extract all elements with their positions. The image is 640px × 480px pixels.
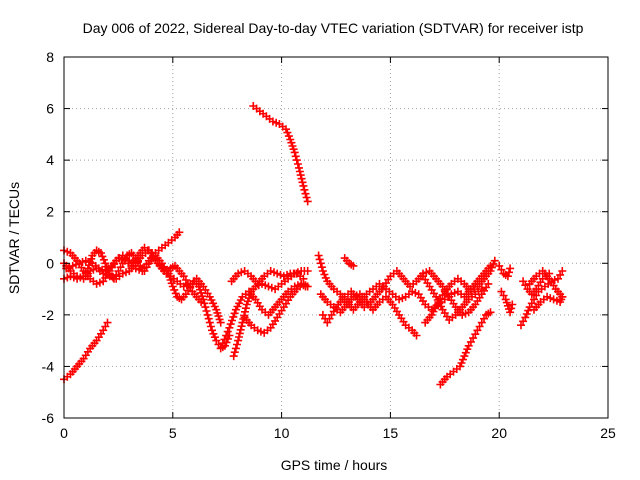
axis-ticks: 0 5 10 15 20 25 -6 -4 -2 0 2 4 6 8 [42, 49, 616, 441]
series-arc-18 [495, 261, 515, 281]
x-tick-label: 25 [600, 425, 616, 441]
chart-title: Day 006 of 2022, Sidereal Day-to-day VTE… [83, 20, 584, 36]
y-tick-label: -2 [42, 307, 55, 323]
series-arc-06 [218, 279, 310, 348]
plus-markers [530, 292, 567, 314]
series-arc-04 [60, 318, 112, 384]
series-arc-23 [525, 267, 567, 301]
x-tick-label: 0 [60, 425, 68, 441]
plus-markers [318, 267, 493, 327]
x-tick-label: 15 [383, 425, 399, 441]
plus-markers [525, 267, 567, 301]
y-tick-label: -4 [42, 358, 55, 374]
y-tick-label: 0 [46, 255, 54, 271]
series-arc-13 [318, 267, 493, 327]
plus-markers [60, 318, 112, 384]
series-arc-20 [517, 267, 567, 330]
plus-markers [495, 261, 515, 281]
series-arc-22 [530, 292, 567, 314]
x-tick-label: 10 [274, 425, 290, 441]
x-tick-label: 5 [169, 425, 177, 441]
y-tick-label: 4 [46, 152, 54, 168]
plus-markers [497, 287, 517, 317]
plus-markers [436, 308, 495, 389]
plot-frame [63, 56, 609, 419]
plus-markers [340, 254, 358, 270]
plus-markers [419, 272, 486, 324]
plus-markers [218, 279, 310, 348]
y-tick-label: 6 [46, 101, 54, 117]
plus-markers [240, 279, 312, 337]
y-tick-label: -6 [42, 410, 55, 426]
grid [64, 57, 608, 418]
plus-markers [517, 267, 567, 330]
x-axis-title: GPS time / hours [281, 457, 388, 473]
series-arc-19 [497, 287, 517, 317]
data-series [60, 102, 567, 389]
series-arc-10 [249, 102, 312, 206]
plus-markers [62, 243, 225, 327]
series-arc-17 [436, 308, 495, 389]
series-arc-09 [240, 279, 312, 337]
y-tick-label: 2 [46, 204, 54, 220]
plus-markers [227, 267, 308, 288]
plus-markers [249, 102, 312, 206]
y-tick-label: 8 [46, 49, 54, 65]
series-arc-16 [419, 272, 486, 324]
series-arc-05 [62, 243, 225, 327]
series-arc-14 [340, 254, 358, 270]
x-tick-label: 20 [491, 425, 507, 441]
series-arc-08 [227, 267, 308, 288]
y-axis-title: SDTVAR / TECUs [6, 182, 22, 294]
